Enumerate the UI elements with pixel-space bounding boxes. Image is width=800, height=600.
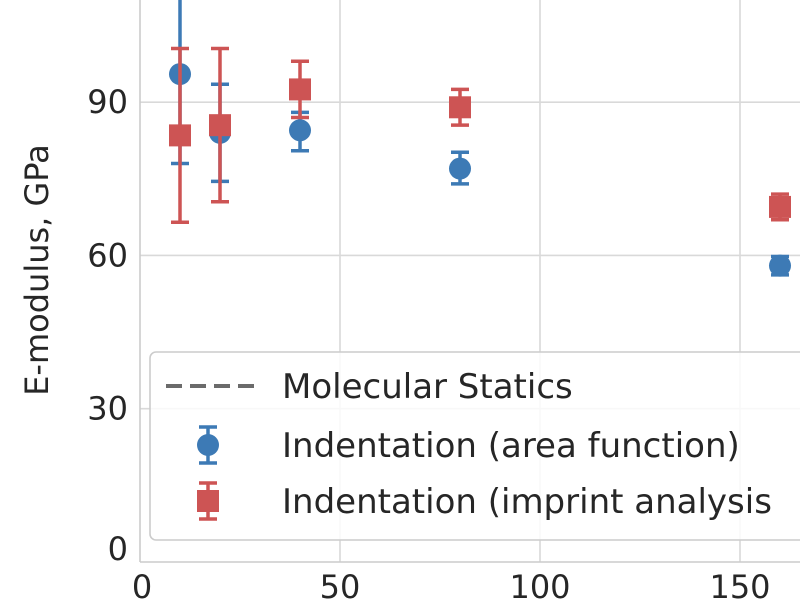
- y-tick-label: 60: [87, 236, 128, 274]
- legend-marker: [197, 434, 219, 456]
- y-axis-label: E-modulus, GPa: [18, 144, 56, 396]
- legend: Molecular Statics Indentation (area funct…: [149, 351, 800, 541]
- legend-box: [149, 351, 800, 541]
- y-tick-label: 30: [87, 390, 128, 428]
- legend-label: Indentation (area function): [282, 426, 740, 466]
- x-tick-label: 100: [509, 568, 570, 600]
- x-tick-label: 150: [709, 568, 770, 600]
- series-2: [169, 46, 791, 224]
- x-tick-label: 0: [132, 568, 152, 600]
- axes: 0 50 100 150 0 30 60 90 E-modulus, GPa: [18, 0, 800, 600]
- y-tick-label: 90: [87, 83, 128, 121]
- data-point: [289, 78, 311, 101]
- data-point: [449, 157, 471, 180]
- legend-label: Indentation (imprint analysis: [282, 482, 772, 522]
- data-point: [769, 254, 791, 277]
- x-tick-label: 50: [320, 568, 361, 600]
- data-point: [289, 119, 311, 142]
- data-point: [209, 114, 231, 137]
- data-point: [169, 124, 191, 147]
- data-series: [169, 0, 791, 277]
- data-point: [769, 195, 791, 218]
- data-point: [449, 96, 471, 119]
- y-tick-label: 0: [108, 530, 128, 568]
- legend-marker: [197, 490, 219, 512]
- legend-label: Molecular Statics: [282, 367, 573, 407]
